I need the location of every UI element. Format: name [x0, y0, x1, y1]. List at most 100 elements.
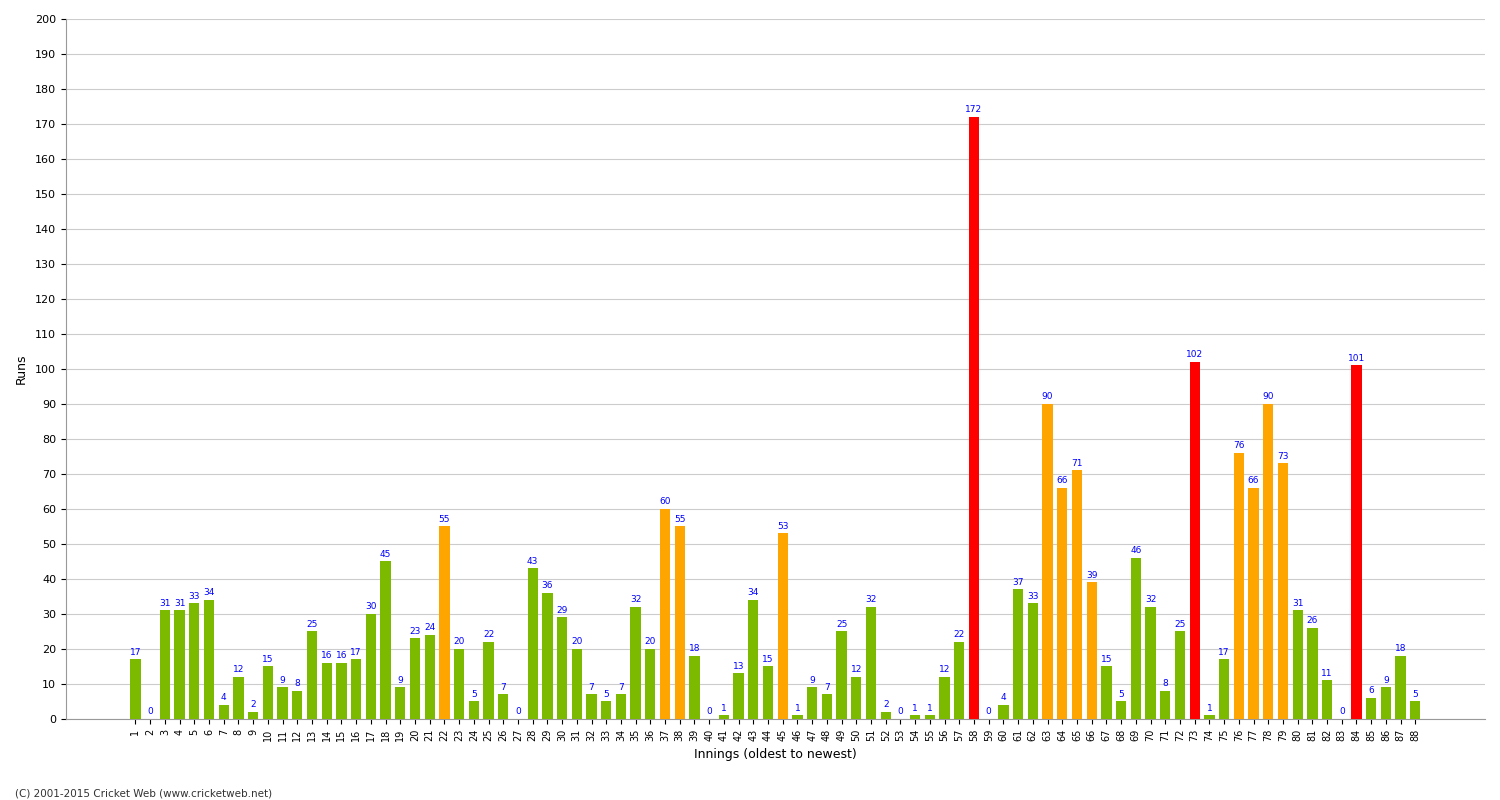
Text: 1: 1: [912, 703, 918, 713]
Bar: [292, 691, 303, 719]
Text: 53: 53: [777, 522, 789, 530]
Text: 90: 90: [1263, 392, 1274, 401]
Bar: [1220, 659, 1228, 719]
Text: 2: 2: [251, 700, 257, 709]
Bar: [602, 702, 612, 719]
Bar: [440, 526, 450, 719]
Bar: [204, 600, 214, 719]
Text: 12: 12: [850, 665, 862, 674]
Text: 7: 7: [618, 682, 624, 691]
Bar: [454, 649, 464, 719]
Bar: [483, 642, 494, 719]
Text: 22: 22: [954, 630, 964, 639]
Bar: [1190, 362, 1200, 719]
Text: 66: 66: [1056, 476, 1068, 485]
Text: 2: 2: [884, 700, 888, 709]
Text: 34: 34: [747, 588, 759, 597]
Text: 5: 5: [471, 690, 477, 698]
Text: 29: 29: [556, 606, 568, 614]
Text: 4: 4: [1000, 693, 1006, 702]
Bar: [616, 694, 626, 719]
Text: 30: 30: [364, 602, 376, 611]
Bar: [630, 607, 640, 719]
Text: 76: 76: [1233, 441, 1245, 450]
Text: 16: 16: [336, 651, 346, 660]
Text: 45: 45: [380, 550, 392, 558]
Text: 8: 8: [294, 679, 300, 688]
Bar: [468, 702, 478, 719]
Y-axis label: Runs: Runs: [15, 354, 28, 384]
Bar: [1116, 702, 1126, 719]
Text: 7: 7: [824, 682, 830, 691]
Text: 13: 13: [734, 662, 744, 670]
Text: 32: 32: [1144, 595, 1156, 604]
Text: 66: 66: [1248, 476, 1260, 485]
Bar: [366, 614, 376, 719]
Bar: [1028, 603, 1038, 719]
Bar: [865, 607, 876, 719]
Bar: [410, 638, 420, 719]
Text: 32: 32: [865, 595, 876, 604]
Bar: [586, 694, 597, 719]
Bar: [880, 712, 891, 719]
Bar: [924, 715, 934, 719]
Text: 37: 37: [1013, 578, 1025, 586]
Bar: [248, 712, 258, 719]
Text: 16: 16: [321, 651, 333, 660]
Text: 22: 22: [483, 630, 494, 639]
Bar: [262, 666, 273, 719]
Bar: [424, 635, 435, 719]
Text: 1: 1: [927, 703, 933, 713]
Bar: [394, 687, 405, 719]
Bar: [734, 674, 744, 719]
Bar: [1278, 463, 1288, 719]
Text: 20: 20: [572, 637, 582, 646]
Text: 101: 101: [1348, 354, 1365, 362]
Text: 60: 60: [660, 497, 670, 506]
Bar: [777, 534, 788, 719]
Bar: [748, 600, 759, 719]
Bar: [675, 526, 686, 719]
Bar: [1146, 607, 1155, 719]
Text: 55: 55: [438, 514, 450, 523]
Text: 11: 11: [1322, 669, 1334, 678]
Bar: [645, 649, 656, 719]
Bar: [792, 715, 802, 719]
Bar: [1322, 680, 1332, 719]
Bar: [572, 649, 582, 719]
Bar: [308, 631, 316, 719]
Text: 0: 0: [706, 707, 712, 716]
Bar: [556, 618, 567, 719]
Text: 1: 1: [795, 703, 801, 713]
Text: 0: 0: [514, 707, 520, 716]
Text: 31: 31: [174, 598, 186, 607]
Text: 5: 5: [603, 690, 609, 698]
Bar: [159, 610, 170, 719]
Text: 15: 15: [1101, 654, 1112, 663]
Text: 90: 90: [1042, 392, 1053, 401]
Bar: [130, 659, 141, 719]
Text: 34: 34: [204, 588, 214, 597]
Bar: [850, 677, 861, 719]
Text: 172: 172: [966, 105, 982, 114]
Text: 73: 73: [1276, 451, 1288, 461]
Bar: [1410, 702, 1420, 719]
Bar: [1263, 404, 1274, 719]
Bar: [234, 677, 243, 719]
Bar: [498, 694, 508, 719]
Text: 71: 71: [1071, 458, 1083, 467]
Bar: [1248, 488, 1258, 719]
Text: 8: 8: [1162, 679, 1168, 688]
Text: 18: 18: [688, 644, 700, 653]
Bar: [219, 705, 230, 719]
Bar: [528, 568, 538, 719]
Text: 9: 9: [398, 675, 404, 685]
Text: 20: 20: [453, 637, 465, 646]
Text: 39: 39: [1086, 570, 1098, 579]
Bar: [1395, 656, 1406, 719]
Text: 46: 46: [1130, 546, 1142, 555]
Text: 26: 26: [1306, 616, 1318, 625]
Bar: [1072, 470, 1082, 719]
Text: 36: 36: [542, 581, 554, 590]
Bar: [1042, 404, 1053, 719]
